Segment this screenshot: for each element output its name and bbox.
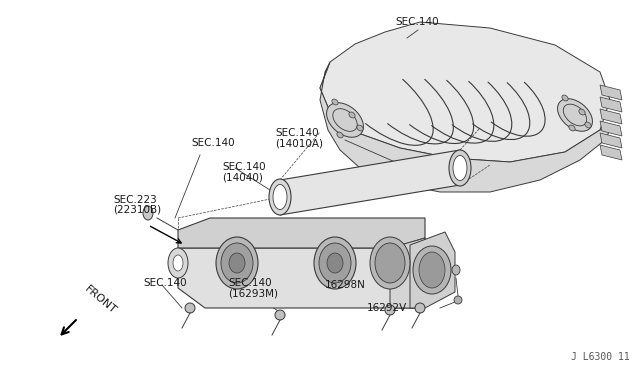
Text: SEC.140: SEC.140 xyxy=(143,278,187,288)
Polygon shape xyxy=(600,97,622,112)
Polygon shape xyxy=(320,62,610,192)
Polygon shape xyxy=(410,232,455,308)
Ellipse shape xyxy=(370,237,410,289)
Ellipse shape xyxy=(357,125,363,131)
Ellipse shape xyxy=(454,296,462,304)
Text: (22310B): (22310B) xyxy=(113,205,161,215)
Ellipse shape xyxy=(327,253,343,273)
Polygon shape xyxy=(178,248,420,308)
Ellipse shape xyxy=(415,303,425,313)
Ellipse shape xyxy=(562,95,568,101)
Ellipse shape xyxy=(173,255,183,271)
Text: SEC.140: SEC.140 xyxy=(222,162,266,172)
Ellipse shape xyxy=(337,132,343,138)
Ellipse shape xyxy=(332,99,338,105)
Text: FRONT: FRONT xyxy=(83,284,118,316)
Text: J L6300 11: J L6300 11 xyxy=(572,352,630,362)
Polygon shape xyxy=(178,218,425,248)
Ellipse shape xyxy=(375,243,405,283)
Ellipse shape xyxy=(557,99,593,131)
Ellipse shape xyxy=(216,237,258,289)
Polygon shape xyxy=(390,238,425,308)
Ellipse shape xyxy=(269,179,291,215)
Text: SEC.140: SEC.140 xyxy=(395,17,438,27)
Ellipse shape xyxy=(185,303,195,313)
Polygon shape xyxy=(600,133,622,148)
Ellipse shape xyxy=(273,185,287,209)
Text: (14010A): (14010A) xyxy=(275,138,323,148)
Text: SEC.140: SEC.140 xyxy=(275,128,319,138)
Polygon shape xyxy=(600,145,622,160)
Text: 16298N: 16298N xyxy=(325,280,366,290)
Ellipse shape xyxy=(168,248,188,278)
Text: SEC.140: SEC.140 xyxy=(228,278,271,288)
Ellipse shape xyxy=(326,103,364,137)
Ellipse shape xyxy=(385,305,395,315)
Ellipse shape xyxy=(314,237,356,289)
Ellipse shape xyxy=(275,310,285,320)
Text: SEC.223: SEC.223 xyxy=(113,195,157,205)
Ellipse shape xyxy=(413,246,451,294)
Polygon shape xyxy=(280,150,460,215)
Ellipse shape xyxy=(569,125,575,131)
Ellipse shape xyxy=(229,253,245,273)
Text: (14040): (14040) xyxy=(222,172,263,182)
Ellipse shape xyxy=(349,112,355,118)
Polygon shape xyxy=(600,85,622,100)
Ellipse shape xyxy=(452,265,460,275)
Ellipse shape xyxy=(585,122,591,128)
Ellipse shape xyxy=(449,150,471,186)
Ellipse shape xyxy=(221,243,253,283)
Polygon shape xyxy=(320,22,610,162)
Ellipse shape xyxy=(319,243,351,283)
Text: (16293M): (16293M) xyxy=(228,288,278,298)
Polygon shape xyxy=(392,238,425,308)
Ellipse shape xyxy=(579,109,585,115)
Polygon shape xyxy=(600,109,622,124)
Ellipse shape xyxy=(419,252,445,288)
Ellipse shape xyxy=(453,155,467,180)
Polygon shape xyxy=(600,121,622,136)
Ellipse shape xyxy=(143,206,153,220)
Text: SEC.140: SEC.140 xyxy=(191,138,235,148)
Text: 16292V: 16292V xyxy=(367,303,407,313)
